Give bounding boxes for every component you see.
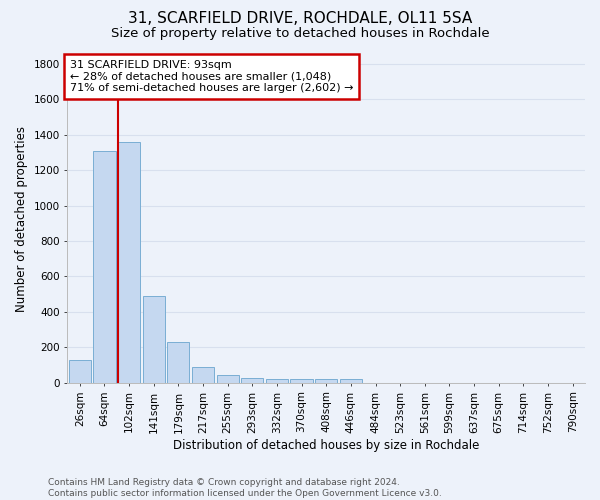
Bar <box>143 296 165 383</box>
Text: Size of property relative to detached houses in Rochdale: Size of property relative to detached ho… <box>110 28 490 40</box>
Bar <box>241 378 263 383</box>
Text: 31 SCARFIELD DRIVE: 93sqm
← 28% of detached houses are smaller (1,048)
71% of se: 31 SCARFIELD DRIVE: 93sqm ← 28% of detac… <box>70 60 353 93</box>
Bar <box>266 379 288 383</box>
Bar <box>94 150 116 383</box>
Bar <box>217 375 239 383</box>
Bar <box>118 142 140 383</box>
Bar <box>315 379 337 383</box>
Text: 31, SCARFIELD DRIVE, ROCHDALE, OL11 5SA: 31, SCARFIELD DRIVE, ROCHDALE, OL11 5SA <box>128 11 472 26</box>
Bar <box>340 379 362 383</box>
Bar <box>290 379 313 383</box>
Text: Contains HM Land Registry data © Crown copyright and database right 2024.
Contai: Contains HM Land Registry data © Crown c… <box>48 478 442 498</box>
X-axis label: Distribution of detached houses by size in Rochdale: Distribution of detached houses by size … <box>173 440 479 452</box>
Bar <box>192 367 214 383</box>
Bar <box>68 360 91 383</box>
Y-axis label: Number of detached properties: Number of detached properties <box>15 126 28 312</box>
Bar <box>167 342 190 383</box>
